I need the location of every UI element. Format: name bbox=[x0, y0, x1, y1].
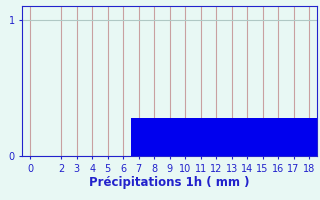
Bar bbox=[255, 118, 270, 156]
Bar bbox=[239, 118, 255, 156]
Bar bbox=[270, 118, 286, 156]
X-axis label: Précipitations 1h ( mm ): Précipitations 1h ( mm ) bbox=[89, 176, 250, 189]
Bar bbox=[146, 118, 162, 156]
Bar bbox=[208, 118, 224, 156]
Bar bbox=[301, 118, 317, 156]
Bar bbox=[162, 118, 177, 156]
Bar bbox=[286, 118, 301, 156]
Bar bbox=[177, 118, 193, 156]
Bar bbox=[224, 118, 239, 156]
Bar bbox=[131, 118, 146, 156]
Bar bbox=[193, 118, 208, 156]
